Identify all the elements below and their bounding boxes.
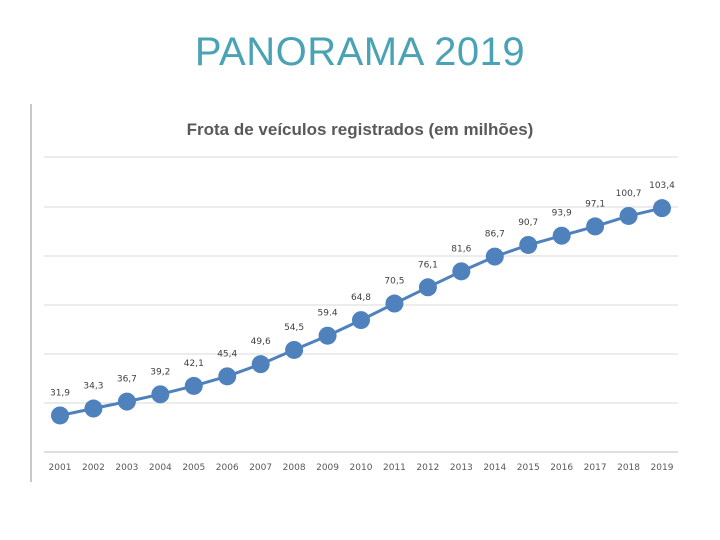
data-label: 93,9 — [552, 209, 572, 219]
slide-title: PANORAMA 2019 — [194, 30, 526, 74]
data-point — [184, 376, 203, 395]
data-point — [352, 311, 370, 330]
chart-frame — [30, 104, 687, 482]
x-tick-label: 2004 — [149, 463, 172, 473]
x-tick-label: 2010 — [350, 463, 373, 473]
data-point — [84, 399, 103, 418]
data-point — [285, 340, 304, 359]
data-label: 34,3 — [83, 382, 103, 392]
data-label: 100,7 — [616, 189, 642, 199]
data-label: 42,1 — [184, 359, 204, 369]
x-tick-label: 2008 — [283, 463, 306, 473]
data-point — [519, 235, 538, 254]
x-tick-label: 2011 — [383, 463, 406, 473]
data-point — [51, 406, 69, 425]
x-tick-label: 2006 — [216, 463, 239, 473]
data-label: 81,6 — [451, 244, 471, 254]
x-tick-label: 2003 — [115, 463, 138, 473]
data-point — [385, 294, 404, 313]
x-tick-label: 2007 — [249, 463, 272, 473]
x-tick-label: 2002 — [82, 463, 105, 473]
data-point — [452, 262, 471, 281]
data-point — [653, 199, 671, 218]
data-label: 64,8 — [351, 293, 371, 303]
chart-title: Frota de veículos registrados (em milhõe… — [187, 120, 534, 139]
data-point — [151, 385, 170, 404]
data-point — [218, 367, 237, 386]
x-tick-label: 2018 — [617, 463, 640, 473]
data-label: 97,1 — [585, 199, 605, 209]
data-point — [485, 247, 504, 266]
x-axis-ticks: 2001 2002 2003 2004 2005 2006 2007 2008 2009 2010… — [49, 463, 674, 473]
x-tick-label: 2009 — [316, 463, 339, 473]
data-label: 49,6 — [251, 337, 271, 347]
data-label: 76,1 — [418, 260, 438, 270]
data-point — [619, 206, 638, 225]
data-label: 70,5 — [384, 277, 404, 287]
x-tick-label: 2001 — [49, 463, 72, 473]
data-label: 86,7 — [485, 230, 505, 240]
x-tick-label: 2014 — [483, 463, 506, 473]
data-label: 54,5 — [284, 323, 304, 333]
data-point — [251, 355, 270, 374]
data-point — [586, 217, 605, 236]
x-tick-label: 2019 — [651, 463, 674, 473]
x-tick-label: 2012 — [416, 463, 439, 473]
data-label: 36,7 — [117, 375, 137, 385]
gridlines — [44, 156, 678, 453]
data-label: 59.4 — [318, 309, 338, 319]
data-label: 31,9 — [50, 388, 70, 398]
x-tick-label: 2015 — [517, 463, 540, 473]
data-point — [418, 278, 437, 297]
x-tick-label: 2017 — [584, 463, 607, 473]
data-points — [51, 199, 671, 425]
data-point — [552, 226, 571, 245]
data-label: 45,4 — [217, 349, 237, 359]
data-label: 103,4 — [649, 181, 675, 191]
data-label: 39,2 — [150, 367, 170, 377]
x-tick-label: 2013 — [450, 463, 473, 473]
data-point — [318, 326, 337, 345]
data-labels: 31,9 34,3 36,7 39,2 42,1 45,4 49,6 54,5 59.4 64,8… — [50, 181, 675, 398]
data-label: 90,7 — [518, 218, 538, 228]
x-tick-label: 2005 — [182, 463, 205, 473]
data-point — [117, 392, 136, 411]
x-tick-label: 2016 — [550, 463, 573, 473]
